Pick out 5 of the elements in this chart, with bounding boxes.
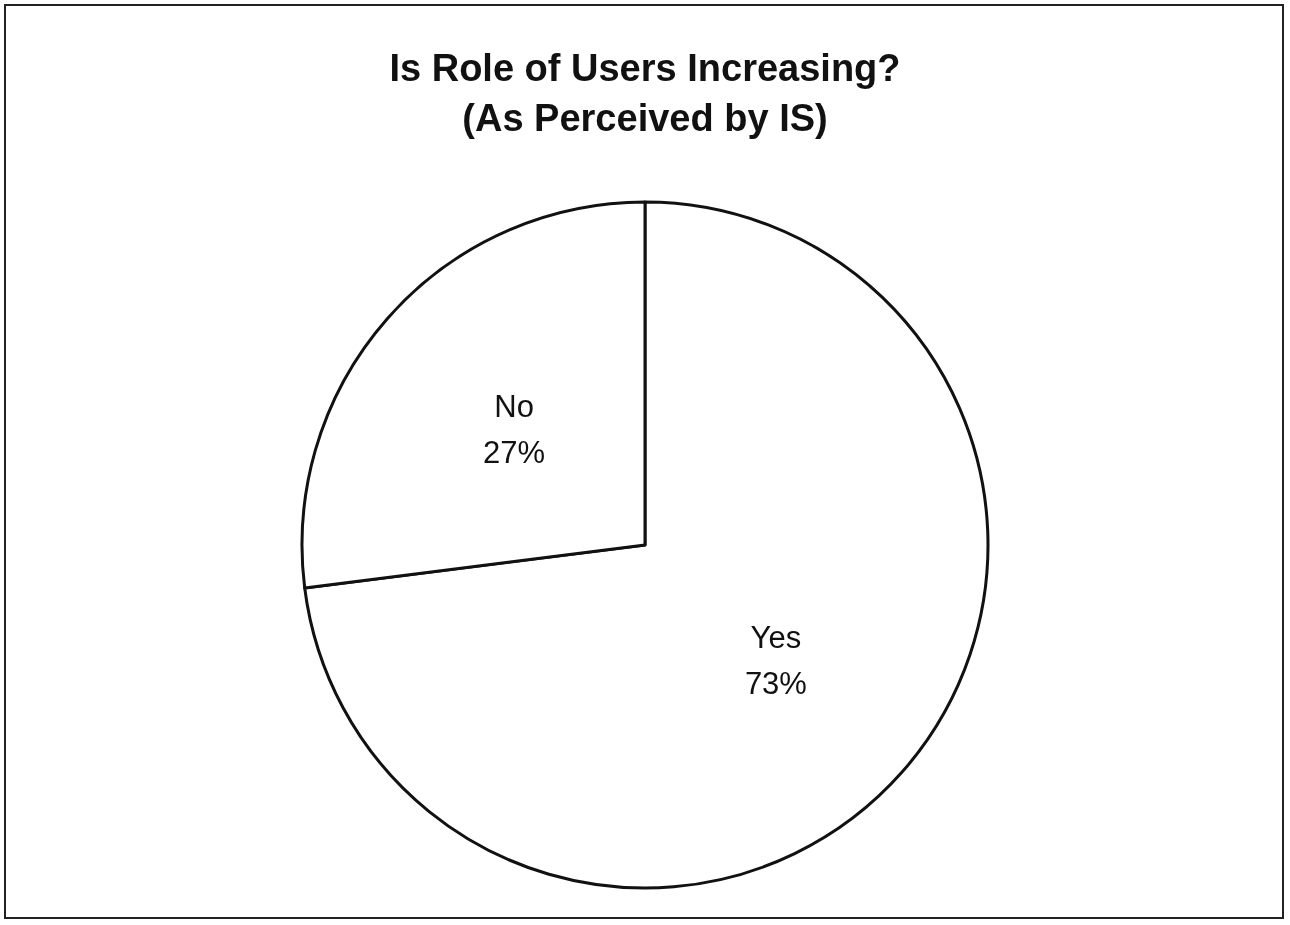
data-label: 73% [744, 665, 807, 701]
slice-label: No [494, 389, 534, 425]
data-label: 27% [483, 435, 546, 471]
slice-label: Yes [750, 619, 802, 655]
chart-title: Is Role of Users Increasing? (As Perceived by IS) [389, 47, 901, 139]
